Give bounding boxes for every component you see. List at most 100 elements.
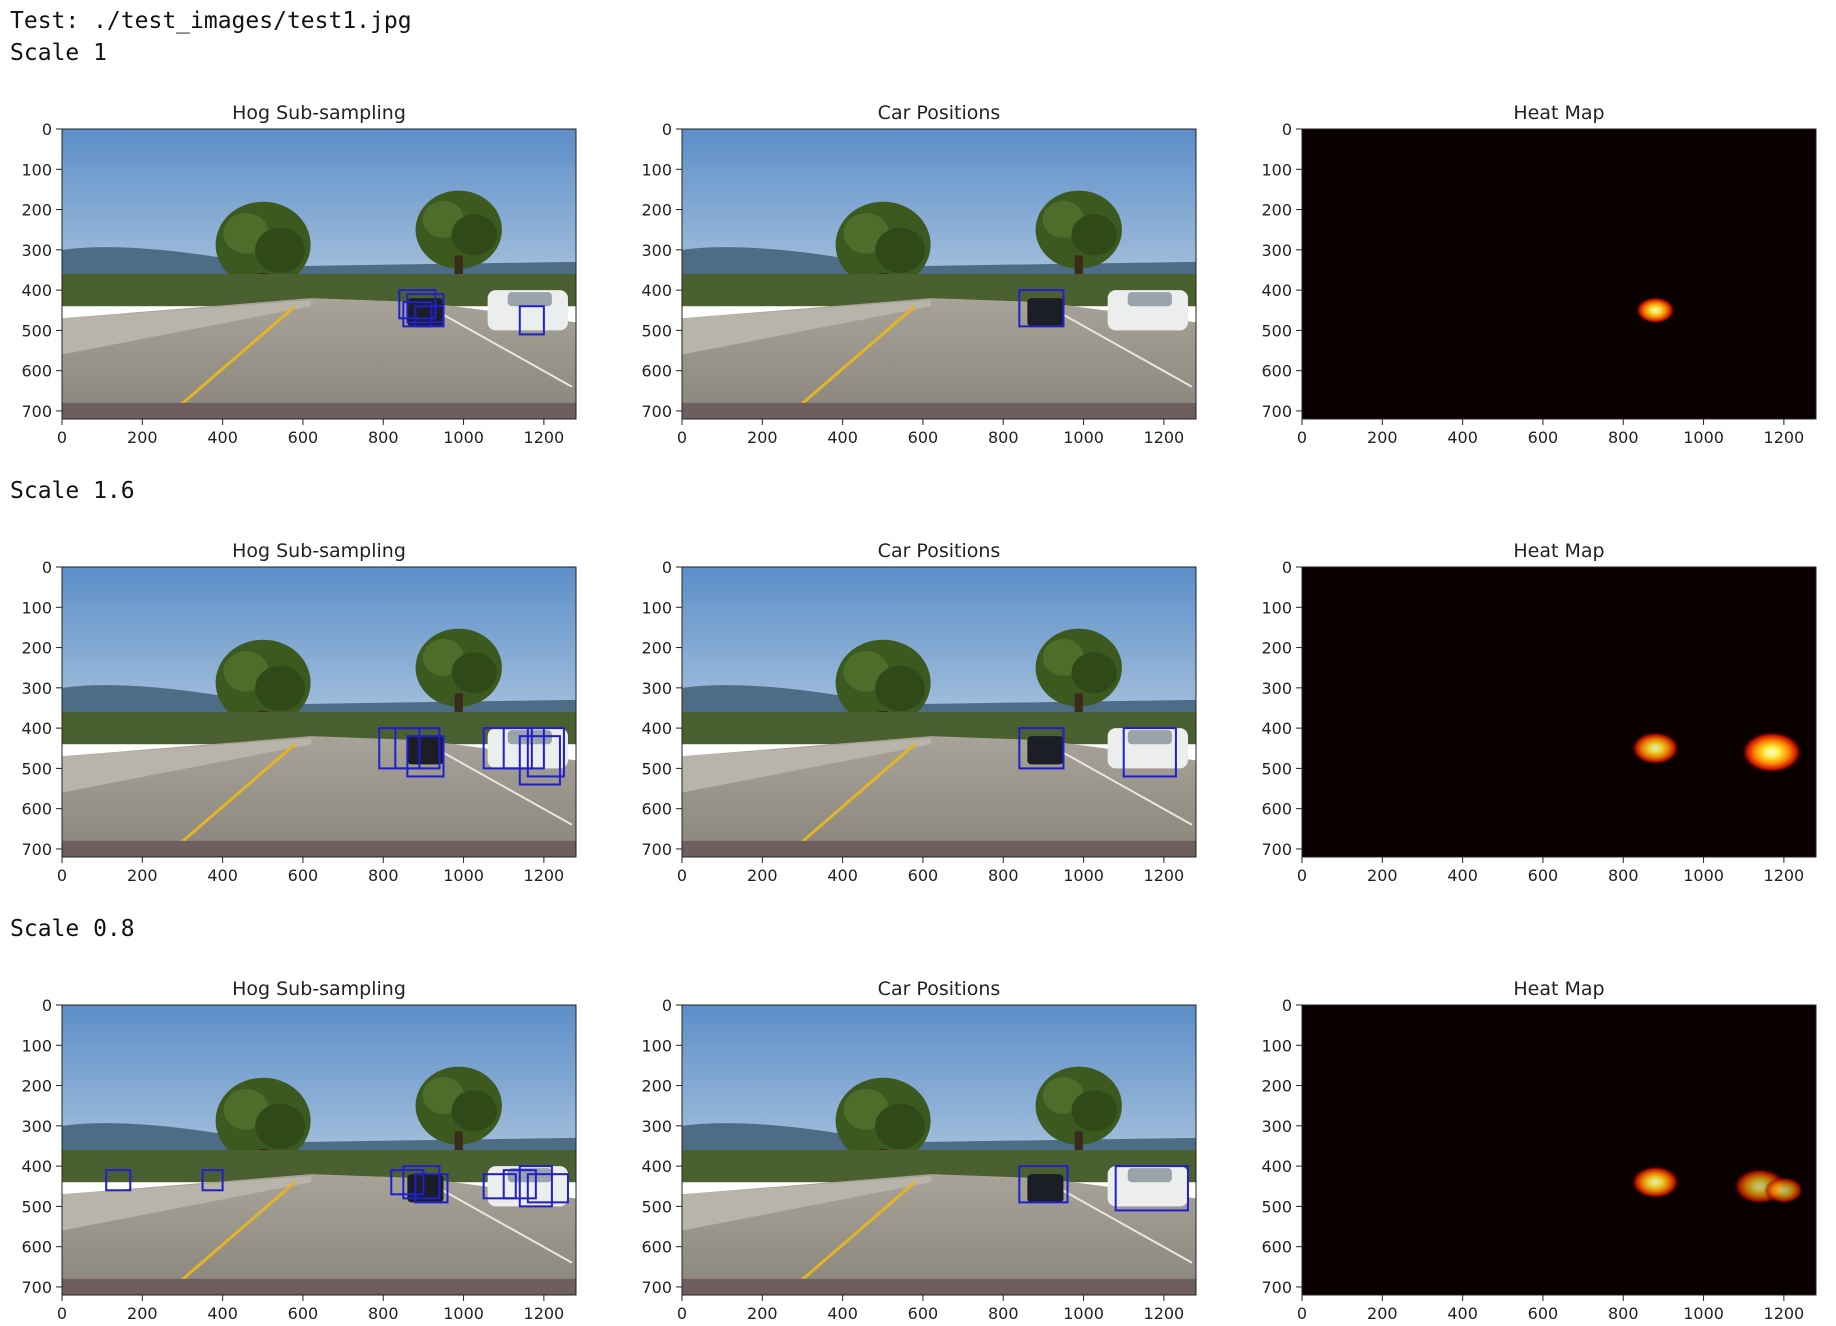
lane-white: [1054, 747, 1193, 826]
car-white-window: [507, 292, 552, 307]
y-tick-label: 600: [641, 1238, 672, 1257]
y-tick-label: 600: [21, 362, 52, 381]
car-white-window: [1127, 730, 1172, 745]
x-tick-label: 1000: [1683, 866, 1724, 885]
panel-frame: [1301, 128, 1817, 420]
y-tick-label: 600: [1261, 1238, 1292, 1257]
x-tick-label: 1200: [1144, 428, 1185, 447]
panel-r2-c1: Hog Sub-sampling 0 200 400 600 800 1000 1200 0 10…: [21, 540, 577, 885]
y-tick-label: 400: [21, 1157, 52, 1176]
y-tick-label: 600: [641, 362, 672, 381]
y-tick-label: 200: [1261, 1077, 1292, 1096]
panel-frame: [61, 566, 577, 858]
x-tick-label: 1200: [1764, 1304, 1805, 1323]
panel-frame: [61, 1004, 577, 1296]
lane-white: [1054, 1185, 1193, 1264]
y-tick-label: 300: [641, 679, 672, 698]
y-tick-label: 100: [1261, 1036, 1292, 1055]
x-tick-label: 1200: [524, 1304, 565, 1323]
y-tick-label: 100: [21, 1036, 52, 1055]
panel-title: Heat Map: [1513, 540, 1604, 562]
heat-blob-1: [1635, 296, 1676, 324]
x-tick-label: 800: [988, 428, 1019, 447]
hood-strip: [682, 402, 1196, 419]
y-tick-label: 500: [641, 321, 672, 340]
x-tick-label: 0: [677, 866, 687, 885]
detection-box: [394, 727, 441, 770]
y-tick-label: 700: [1261, 840, 1292, 859]
x-tick-label: 600: [1528, 428, 1559, 447]
detection-box: [526, 1173, 569, 1204]
heatmap-background: [1302, 1005, 1816, 1295]
y-tick-label: 700: [21, 840, 52, 859]
lane-yellow: [177, 743, 296, 847]
x-tick-label: 1000: [443, 1304, 484, 1323]
x-tick-label: 0: [57, 1304, 67, 1323]
x-tick-label: 600: [1528, 1304, 1559, 1323]
lane-white: [434, 1185, 573, 1264]
x-tick-label: 400: [207, 428, 238, 447]
y-tick-label: 100: [21, 598, 52, 617]
panel-title: Car Positions: [878, 540, 1001, 562]
y-tick-label: 700: [641, 402, 672, 421]
barrier: [682, 738, 931, 793]
scale-label-1: Scale 1: [10, 40, 107, 66]
detection-box: [482, 1173, 517, 1200]
x-tick-label: 200: [1367, 866, 1398, 885]
y-tick-label: 600: [1261, 800, 1292, 819]
y-tick-label: 500: [1261, 321, 1292, 340]
detection-box: [1122, 727, 1177, 778]
lane-yellow: [797, 305, 916, 409]
x-tick-label: 400: [1447, 428, 1478, 447]
x-tick-label: 1000: [1683, 428, 1724, 447]
panel-r3-c1: Hog Sub-sampling 0 200 400 600 800 1000 1200 0 10…: [21, 978, 577, 1323]
lane-yellow: [177, 305, 296, 409]
x-tick-label: 400: [827, 866, 858, 885]
panel-content: [682, 129, 1196, 419]
y-tick-label: 100: [1261, 160, 1292, 179]
x-tick-label: 400: [207, 1304, 238, 1323]
detection-box: [390, 1169, 425, 1196]
x-tick-label: 400: [827, 1304, 858, 1323]
x-tick-label: 1200: [524, 866, 565, 885]
x-tick-label: 200: [747, 428, 778, 447]
y-tick-label: 400: [1261, 1157, 1292, 1176]
y-tick-label: 200: [641, 201, 672, 220]
y-tick-label: 300: [21, 241, 52, 260]
x-tick-label: 800: [988, 1304, 1019, 1323]
y-tick-label: 100: [641, 1036, 672, 1055]
hood-strip: [682, 1278, 1196, 1295]
panel-title: Car Positions: [878, 102, 1001, 124]
panel-r3-c3: Heat Map 0 200 400 600 800 1000 1200 0 100 200 300 4…: [1261, 978, 1817, 1323]
scale-label-2: Scale 1.6: [10, 478, 135, 504]
panel-frame: [681, 566, 1197, 858]
x-tick-label: 600: [288, 428, 319, 447]
car-black: [1027, 298, 1064, 327]
panel-r1-c1: Hog Sub-sampling 0 200 400 600 800 1000 1200 0 10…: [21, 102, 577, 447]
y-tick-label: 400: [1261, 719, 1292, 738]
detection-box: [398, 289, 437, 320]
y-tick-label: 500: [1261, 759, 1292, 778]
lane-yellow: [177, 1181, 296, 1285]
x-tick-label: 800: [1608, 428, 1639, 447]
x-tick-label: 1200: [524, 428, 565, 447]
y-tick-label: 300: [641, 241, 672, 260]
x-tick-label: 0: [677, 428, 687, 447]
y-tick-label: 0: [1282, 558, 1292, 577]
x-tick-label: 1000: [443, 866, 484, 885]
detection-box: [1018, 289, 1065, 328]
x-tick-label: 1000: [1683, 1304, 1724, 1323]
output-test-line: Test: ./test_images/test1.jpg: [10, 8, 412, 34]
y-tick-label: 700: [1261, 402, 1292, 421]
panel-title: Hog Sub-sampling: [232, 102, 406, 124]
x-tick-label: 600: [288, 1304, 319, 1323]
x-tick-label: 800: [988, 866, 1019, 885]
panel-content: [682, 567, 1196, 857]
detection-box: [502, 727, 545, 770]
lane-white: [1054, 309, 1193, 388]
y-tick-label: 500: [1261, 1197, 1292, 1216]
y-tick-label: 300: [1261, 679, 1292, 698]
y-tick-label: 400: [641, 719, 672, 738]
x-tick-label: 1200: [1144, 866, 1185, 885]
detection-box: [105, 1169, 132, 1192]
